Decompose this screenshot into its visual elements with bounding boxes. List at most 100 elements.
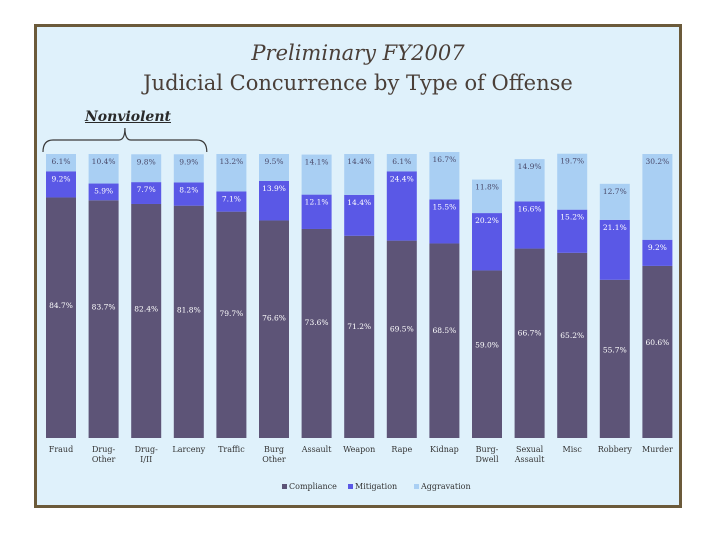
bar-aggravation-burg-dwell xyxy=(472,179,502,214)
data-label-mitigation-rape: 24.4% xyxy=(390,174,414,183)
bar-aggravation-sexual-assault xyxy=(514,159,545,202)
bar-mitigation-larceny xyxy=(173,182,204,206)
data-label-mitigation-burg-dwell: 20.2% xyxy=(475,216,499,225)
data-label-mitigation-murder: 9.2% xyxy=(648,243,667,252)
bar-aggravation-drug-i-ii xyxy=(131,154,162,183)
data-label-aggravation-weapon: 14.4% xyxy=(347,157,371,166)
data-label-mitigation-sexual-assault: 16.6% xyxy=(518,204,542,213)
data-label-aggravation-burg-dwell: 11.8% xyxy=(475,183,499,192)
bar-mitigation-traffic xyxy=(216,191,247,212)
bar-mitigation-burg-other xyxy=(259,180,289,221)
bar-aggravation-kidnap xyxy=(429,152,460,200)
data-label-compliance-fraud: 84.7% xyxy=(49,301,73,310)
bar-compliance-drug-i-ii xyxy=(131,203,162,438)
bar-mitigation-burg-dwell xyxy=(472,213,502,271)
bar-aggravation-rape xyxy=(386,154,417,172)
category-label-traffic: Traffic xyxy=(218,445,245,454)
bar-aggravation-weapon xyxy=(344,154,375,195)
data-label-compliance-drug-i-ii: 82.4% xyxy=(134,305,158,314)
data-label-compliance-larceny: 81.8% xyxy=(177,306,201,315)
legend-label-aggravation: Aggravation xyxy=(420,482,471,491)
data-label-mitigation-robbery: 21.1% xyxy=(603,223,627,232)
bar-compliance-weapon xyxy=(344,235,375,438)
bar-aggravation-larceny xyxy=(173,154,204,183)
legend-swatch-mitigation xyxy=(348,484,353,489)
data-label-mitigation-misc: 15.2% xyxy=(560,213,584,222)
category-label-drug-i-ii: Drug-I/II xyxy=(135,445,159,464)
bar-compliance-burg-dwell xyxy=(472,270,502,438)
data-label-aggravation-drug-i-ii: 9.8% xyxy=(137,157,156,166)
data-label-aggravation-robbery: 12.7% xyxy=(603,187,627,196)
category-label-weapon: Weapon xyxy=(343,445,375,454)
bar-compliance-rape xyxy=(386,240,417,438)
bar-compliance-robbery xyxy=(599,279,630,438)
category-label-burg-other: Burg Other xyxy=(262,445,286,464)
data-label-mitigation-weapon: 14.4% xyxy=(347,198,371,207)
data-label-compliance-burg-dwell: 59.0% xyxy=(475,341,499,350)
data-label-mitigation-kidnap: 15.5% xyxy=(432,202,456,211)
bar-compliance-murder xyxy=(642,265,673,438)
data-label-aggravation-drug-other: 10.4% xyxy=(92,157,116,166)
data-label-compliance-robbery: 55.7% xyxy=(603,346,627,355)
data-label-compliance-weapon: 71.2% xyxy=(347,322,371,331)
legend-label-mitigation: Mitigation xyxy=(355,482,397,491)
bar-mitigation-drug-other xyxy=(88,183,119,201)
category-label-drug-other: Drug-Other xyxy=(92,445,116,464)
category-label-fraud: Fraud xyxy=(49,445,73,454)
bar-mitigation-drug-i-ii xyxy=(131,182,162,204)
legend-label-compliance: Compliance xyxy=(289,482,337,491)
bar-mitigation-kidnap xyxy=(429,199,460,244)
data-label-compliance-rape: 69.5% xyxy=(390,324,414,333)
chart-title: Preliminary FY2007 xyxy=(251,41,465,65)
bar-aggravation-murder xyxy=(642,154,673,240)
bar-compliance-burg-other xyxy=(259,220,289,438)
data-label-compliance-traffic: 79.7% xyxy=(219,309,243,318)
category-label-assault: Assault xyxy=(301,445,332,454)
category-label-misc: Misc xyxy=(563,445,583,454)
bar-mitigation-assault xyxy=(301,194,332,229)
data-label-aggravation-traffic: 13.2% xyxy=(219,157,243,166)
data-label-compliance-misc: 65.2% xyxy=(560,331,584,340)
data-label-aggravation-rape: 6.1% xyxy=(392,157,411,166)
category-label-burg-dwell: Burg-Dwell xyxy=(475,445,499,464)
data-label-compliance-burg-other: 76.6% xyxy=(262,314,286,323)
bar-mitigation-rape xyxy=(386,171,417,241)
bar-aggravation-misc xyxy=(557,153,588,210)
bar-mitigation-misc xyxy=(557,209,588,253)
bar-compliance-traffic xyxy=(216,211,247,438)
data-label-compliance-assault: 73.6% xyxy=(305,318,329,327)
data-label-compliance-sexual-assault: 66.7% xyxy=(518,329,542,338)
category-label-robbery: Robbery xyxy=(598,445,633,454)
data-label-aggravation-kidnap: 16.7% xyxy=(432,155,456,164)
bar-mitigation-murder xyxy=(642,239,673,266)
bar-aggravation-robbery xyxy=(599,183,630,220)
category-label-kidnap: Kidnap xyxy=(430,445,459,454)
bar-compliance-larceny xyxy=(173,205,204,438)
data-label-compliance-drug-other: 83.7% xyxy=(92,303,116,312)
data-label-aggravation-fraud: 6.1% xyxy=(51,157,70,166)
data-label-mitigation-fraud: 9.2% xyxy=(51,174,70,183)
data-label-mitigation-larceny: 8.2% xyxy=(179,185,198,194)
bar-aggravation-assault xyxy=(301,154,332,195)
bar-aggravation-traffic xyxy=(216,154,247,192)
nonviolent-group-label: Nonviolent xyxy=(85,109,171,125)
bar-aggravation-drug-other xyxy=(88,154,119,184)
bar-compliance-sexual-assault xyxy=(514,248,545,438)
legend-swatch-compliance xyxy=(282,484,287,489)
bar-compliance-misc xyxy=(557,252,588,438)
bar-compliance-assault xyxy=(301,228,332,438)
data-label-mitigation-drug-other: 5.9% xyxy=(94,187,113,196)
data-label-aggravation-sexual-assault: 14.9% xyxy=(518,162,542,171)
bar-compliance-drug-other xyxy=(88,200,119,438)
bar-aggravation-burg-other xyxy=(259,154,289,181)
bar-mitigation-sexual-assault xyxy=(514,201,545,249)
data-label-mitigation-drug-i-ii: 7.7% xyxy=(137,185,156,194)
chart-subtitle: Judicial Concurrence by Type of Offense xyxy=(143,71,573,95)
data-label-aggravation-misc: 19.7% xyxy=(560,157,584,166)
data-label-mitigation-burg-other: 13.9% xyxy=(262,184,286,193)
data-label-aggravation-assault: 14.1% xyxy=(305,158,329,167)
bar-compliance-fraud xyxy=(46,197,76,438)
nonviolent-group-brace xyxy=(42,127,208,153)
bar-mitigation-robbery xyxy=(599,219,630,280)
